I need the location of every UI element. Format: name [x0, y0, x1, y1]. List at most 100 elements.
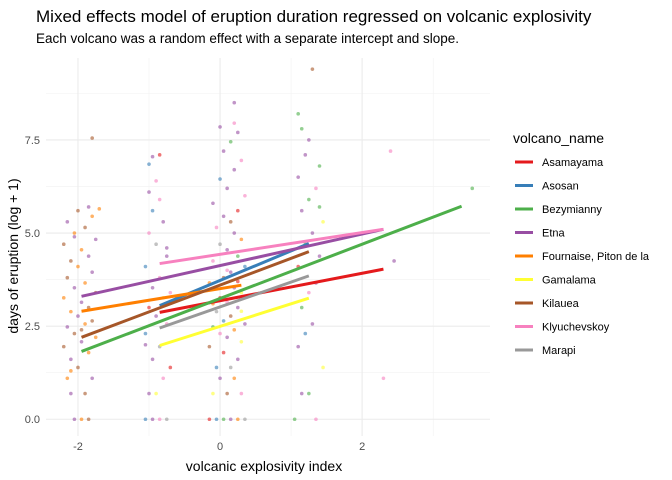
chart-title: Mixed effects model of eruption duration…	[36, 7, 592, 26]
legend: volcano_name Asamayama Asosan Bezymianny Et…	[513, 130, 650, 357]
data-point	[239, 391, 244, 396]
data-point	[79, 247, 84, 252]
data-point	[299, 208, 304, 213]
data-point	[61, 242, 66, 247]
data-point	[243, 322, 247, 326]
data-point	[69, 309, 73, 314]
data-point	[218, 177, 222, 181]
data-point	[307, 391, 311, 396]
data-point	[314, 186, 318, 191]
data-point	[157, 417, 162, 422]
data-point	[69, 369, 73, 373]
data-point	[72, 285, 77, 290]
x-tick-label: 0	[217, 441, 223, 453]
fit-line	[159, 227, 384, 266]
data-point	[299, 305, 304, 310]
data-point	[65, 325, 70, 329]
data-point	[232, 231, 237, 235]
fit-line	[80, 204, 463, 353]
data-point	[65, 376, 70, 381]
data-point	[83, 322, 87, 326]
data-point	[232, 328, 237, 332]
data-point	[381, 376, 386, 381]
data-point	[392, 259, 396, 263]
data-point	[150, 208, 155, 213]
data-point	[211, 391, 215, 396]
fit-line	[81, 227, 384, 298]
legend-label: Asamayama	[542, 157, 604, 169]
data-point	[236, 130, 240, 135]
data-point	[225, 268, 229, 273]
data-point	[243, 193, 247, 198]
data-point	[310, 67, 315, 71]
data-point	[83, 281, 87, 285]
fit-line	[159, 267, 384, 314]
data-point	[150, 285, 155, 290]
data-point	[317, 164, 322, 168]
data-point	[143, 264, 148, 269]
x-tick-label: -2	[73, 441, 83, 453]
y-axis-ticks: 0.0 2.5 5.0 7.5	[25, 135, 40, 426]
data-point	[307, 290, 311, 295]
data-point	[147, 231, 151, 235]
data-point	[296, 344, 300, 349]
data-point	[225, 247, 229, 252]
data-point	[214, 365, 219, 370]
data-point	[143, 417, 148, 422]
legend-label: Asosan	[542, 181, 579, 193]
fit-line	[80, 250, 310, 339]
data-point	[299, 391, 304, 396]
data-point	[236, 279, 240, 284]
data-point	[243, 264, 247, 269]
data-point	[147, 190, 151, 194]
fit-line	[159, 296, 310, 347]
data-point	[299, 126, 304, 131]
data-point	[232, 100, 237, 105]
data-point	[225, 391, 229, 396]
data-point	[86, 254, 91, 258]
data-point	[207, 344, 212, 349]
data-point	[164, 246, 169, 250]
data-point	[143, 342, 148, 347]
data-point	[239, 158, 244, 163]
x-axis-title: volcanic explosivity index	[186, 458, 342, 474]
data-point	[161, 376, 166, 381]
data-point	[69, 259, 73, 263]
data-point	[321, 220, 325, 224]
data-point	[168, 290, 173, 295]
data-point	[232, 167, 237, 172]
data-point	[150, 417, 155, 422]
data-point	[90, 319, 94, 323]
data-point	[161, 220, 166, 224]
data-point	[69, 357, 73, 362]
data-point	[243, 417, 247, 422]
data-point	[154, 179, 158, 183]
legend-label: Fournaise, Piton de la	[542, 251, 650, 263]
data-point	[150, 154, 155, 159]
chart-subtitle: Each volcano was a random effect with a …	[36, 31, 459, 46]
data-point	[90, 214, 94, 219]
data-point	[93, 237, 98, 242]
data-point	[72, 331, 77, 336]
data-point	[90, 270, 94, 274]
fit-lines	[80, 204, 463, 353]
fit-line	[81, 283, 242, 313]
data-point	[232, 121, 237, 125]
data-point	[218, 242, 222, 247]
data-point	[239, 237, 244, 242]
data-point	[72, 417, 77, 422]
data-point	[225, 186, 229, 191]
data-point	[470, 186, 475, 191]
data-point	[168, 365, 173, 370]
data-point	[86, 350, 91, 355]
data-point	[228, 417, 233, 422]
data-point	[221, 319, 226, 323]
data-point	[207, 417, 212, 422]
data-point	[65, 275, 70, 280]
data-point	[211, 201, 215, 206]
data-point	[79, 300, 84, 305]
data-point	[307, 138, 311, 142]
fit-line	[159, 274, 310, 330]
scatter-points	[61, 67, 475, 422]
